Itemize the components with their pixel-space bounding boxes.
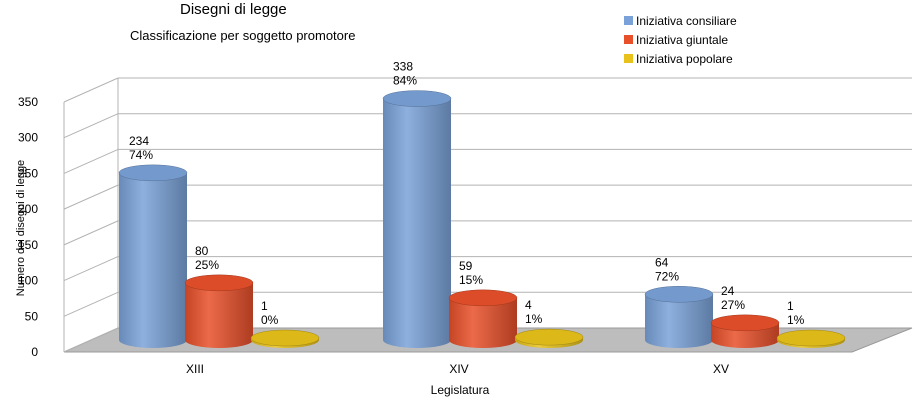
data-label-percent: 25% [195,258,219,272]
data-label-percent: 27% [721,298,745,312]
data-label-percent: 1% [525,312,543,326]
chart-title: Disegni di legge [180,1,287,18]
data-label-percent: 72% [655,269,679,283]
y-tick-label: 350 [18,95,38,109]
gridline-side-300 [63,113,119,139]
bar-XV-0 [644,286,714,348]
bar-body [449,297,517,348]
legend-swatch-giuntale [624,35,633,44]
bar-XIII-0 [118,164,188,348]
x-axis-title: Legislatura [431,383,490,397]
data-label-value: 234 [129,134,149,148]
bar-XV-2 [776,329,846,348]
data-label-value: 24 [721,284,735,298]
y-tick-label: 100 [18,274,38,288]
data-label-percent: 15% [459,273,483,287]
y-axis-title: Numero dei disegni di legge [15,160,27,296]
data-label-value: 1 [787,299,794,313]
bar-XIV-0 [382,90,452,348]
legend-item-consiliare: Iniziativa consiliare [624,11,737,30]
y-tick-label: 0 [31,345,38,359]
gridline-side-0 [63,327,119,353]
axes: 0 50 100 150 200 250 300 350 Numero dei disegni … [15,95,729,397]
y-tick-label: 50 [25,309,39,323]
bar-top [644,286,714,303]
y-tick-label: 300 [18,131,38,145]
gridlines [63,77,912,353]
x-tick-label: XIV [449,362,468,376]
legend-label-giuntale: Iniziativa giuntale [636,32,729,47]
gridline-side-200 [63,184,119,210]
legend-label-consiliare: Iniziativa consiliare [636,13,737,28]
bar-XV-1 [710,314,780,348]
legend: Iniziativa consiliare Iniziativa giuntal… [624,11,737,68]
gridline-side-350 [63,77,119,103]
legend-item-popolare: Iniziativa popolare [624,49,737,68]
legend-label-popolare: Iniziativa popolare [636,51,733,66]
x-tick-label: XV [713,362,729,376]
bar-XIV-1 [448,289,518,348]
x-tick-label: XIII [186,362,204,376]
data-label-value: 59 [459,259,473,273]
gridline-side-250 [63,148,119,174]
legend-swatch-consiliare [624,16,633,25]
bar-top [514,328,584,346]
y-tick-label: 250 [18,166,38,180]
bar-body [645,294,713,348]
bar-top [250,329,320,347]
data-label-value: 64 [655,255,669,269]
data-label-value: 80 [195,244,209,258]
chart-subtitle: Classificazione per soggetto promotore [130,28,356,43]
data-label-value: 4 [525,298,532,312]
data-label-value: 1 [261,299,268,313]
bar-top [448,289,518,307]
gridline-side-50 [63,291,119,317]
bar-XIV-2 [514,328,584,348]
bar-top [118,164,188,182]
y-tick-label: 150 [18,238,38,252]
bar-body [185,282,253,348]
legend-swatch-popolare [624,54,633,63]
bars [118,90,846,348]
data-label-percent: 84% [393,74,417,88]
bar-top [382,90,452,107]
bar-top [776,329,846,347]
gridline-side-150 [63,220,119,246]
bar-top [710,314,780,332]
data-label-percent: 1% [787,313,805,327]
gridline-side-100 [63,256,119,282]
bar-XIII-1 [184,274,254,348]
bar-XIII-2 [250,329,320,348]
bar-body [383,98,451,348]
bar-body [119,172,187,348]
bar-top [184,274,254,292]
data-label-value: 338 [393,60,413,74]
data-label-percent: 0% [261,313,279,327]
y-tick-label: 200 [18,202,38,216]
legend-item-giuntale: Iniziativa giuntale [624,30,737,49]
data-label-percent: 74% [129,148,153,162]
